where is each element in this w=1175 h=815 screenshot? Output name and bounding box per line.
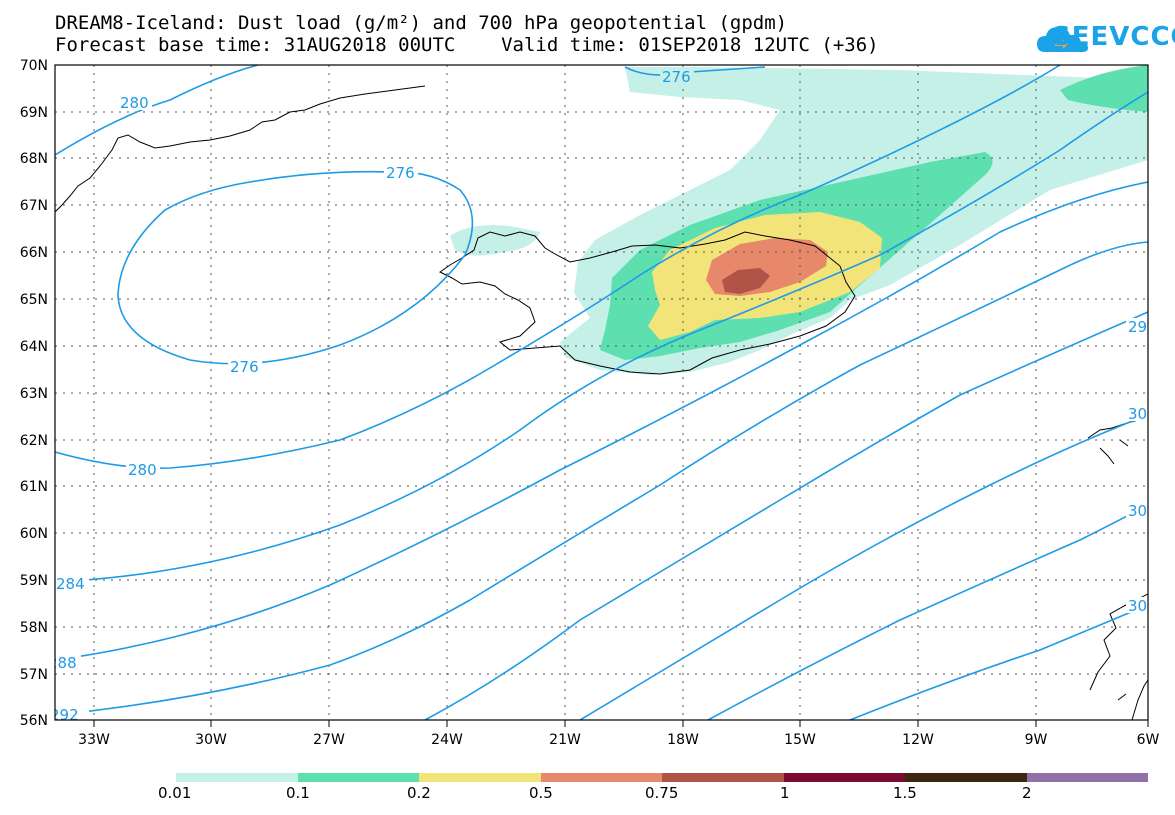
contour-label: 29 [1128, 318, 1147, 336]
lon-label: 6W [1137, 732, 1160, 748]
lat-label: 63N [20, 386, 48, 402]
contour-label: 276 [230, 358, 259, 376]
colorbar [176, 773, 1148, 782]
dust-level-0.1 [1060, 65, 1148, 112]
iceland-coast [439, 231, 856, 375]
contour-label: 280 [120, 94, 149, 112]
chart-title-line1: DREAM8-Iceland: Dust load (g/m²) and 700… [55, 12, 788, 34]
geopotential-contours [55, 65, 1148, 720]
contour-304 [707, 504, 1148, 720]
contour-276-west [117, 170, 474, 365]
colorbar-swatch [784, 773, 905, 782]
lat-label: 61N [20, 479, 48, 495]
colorbar-label: 0.2 [407, 784, 431, 802]
lat-label: 65N [20, 292, 48, 308]
colorbar-swatch [298, 773, 419, 782]
lon-label: 30W [195, 732, 227, 748]
lat-label: 69N [20, 105, 48, 121]
contour-label: 288 [48, 654, 77, 672]
lon-label: 24W [431, 732, 463, 748]
contour-labels: 280 276 276 276 280 284 288 292 29 30 30… [48, 68, 1148, 724]
lat-label: 58N [20, 620, 48, 636]
logo-text: SEEVCCC [1052, 22, 1175, 52]
lat-label: 59N [20, 573, 48, 589]
dust-level-0.75 [722, 268, 770, 294]
colorbar-swatch [662, 773, 784, 782]
lon-label: 21W [549, 732, 581, 748]
contour-label: 284 [56, 575, 85, 593]
colorbar-label: 0.01 [158, 784, 192, 802]
lat-label: 64N [20, 339, 48, 355]
colorbar-swatch [419, 773, 541, 782]
cloud-icon [1037, 27, 1088, 52]
contour-292 [55, 241, 1148, 716]
contour-label: 276 [662, 68, 691, 86]
contour-308 [849, 604, 1148, 720]
map-frame [54, 64, 1149, 721]
contour-288 [55, 181, 1148, 661]
contour-label: 30 [1128, 502, 1147, 520]
chart-title-line2: Forecast base time: 31AUG2018 00UTC Vali… [55, 34, 879, 56]
dust-level-0.01 [450, 225, 540, 256]
contour-label: 30 [1128, 405, 1147, 423]
lat-label: 68N [20, 151, 48, 167]
colorbar-swatch [176, 773, 298, 782]
colorbar-label: 0.5 [529, 784, 553, 802]
contour-284 [55, 91, 1148, 583]
lon-label: 12W [902, 732, 934, 748]
lon-label: 18W [667, 732, 699, 748]
colorbar-label: 0.75 [645, 784, 679, 802]
colorbar-label: 2 [1022, 784, 1032, 802]
lat-label: 62N [20, 433, 48, 449]
lat-label: 56N [20, 713, 48, 729]
contour-296 [424, 311, 1148, 720]
contour-label: 276 [386, 164, 415, 182]
lat-label: 66N [20, 245, 48, 261]
colorbar-swatch [905, 773, 1027, 782]
lon-label: 9W [1025, 732, 1048, 748]
map-gridlines [55, 65, 1148, 720]
longitude-labels: 33W 30W 27W 24W 21W 18W 15W 12W 9W 6W [78, 732, 1159, 748]
lon-label: 27W [313, 732, 345, 748]
axis-ticks [93, 720, 1149, 727]
lat-label: 70N [20, 58, 48, 74]
contour-label: 30 [1128, 597, 1147, 615]
colorbar-label: 1.5 [893, 784, 917, 802]
colorbar-swatch [541, 773, 662, 782]
contour-300 [579, 414, 1148, 720]
faroe-islands-coast [1087, 419, 1139, 465]
lat-label: 67N [20, 198, 48, 214]
colorbar-swatch [1027, 773, 1148, 782]
contour-280 [55, 65, 1061, 469]
latitude-labels: 70N 69N 68N 67N 66N 65N 64N 63N 62N 61N … [20, 58, 48, 729]
lat-label: 60N [20, 526, 48, 542]
colorbar-label: 1 [780, 784, 790, 802]
lat-label: 57N [20, 667, 48, 683]
greenland-coast [55, 85, 426, 213]
lon-label: 33W [78, 732, 110, 748]
contour-label: 280 [128, 461, 157, 479]
lon-label: 15W [784, 732, 816, 748]
contour-label: 292 [50, 706, 79, 724]
colorbar-label: 0.1 [286, 784, 310, 802]
